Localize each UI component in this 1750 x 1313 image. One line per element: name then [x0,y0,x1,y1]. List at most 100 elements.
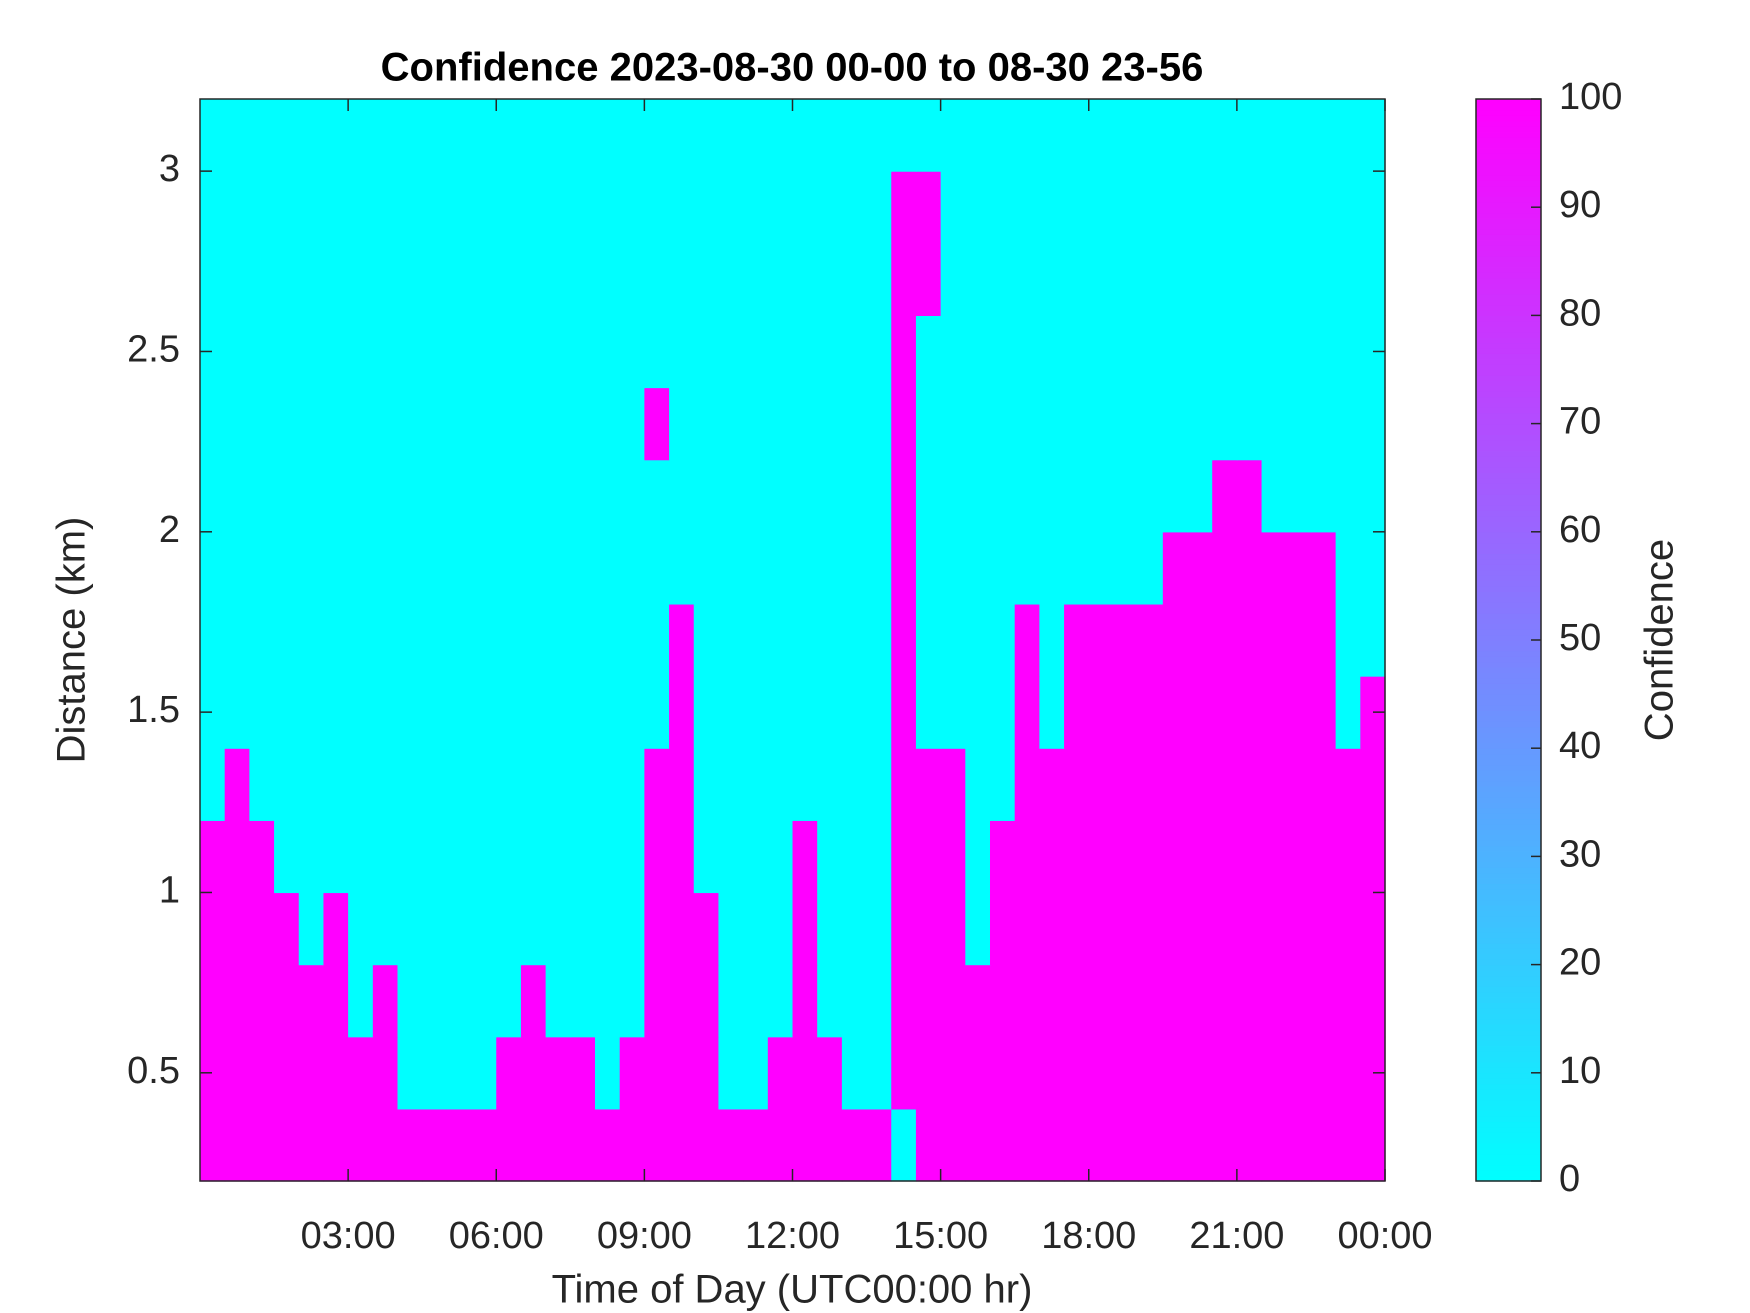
heatmap-cell [644,964,670,1038]
heatmap-cell [891,387,917,461]
heatmap-cell [298,531,325,605]
colorbar-swatch [1476,564,1541,571]
heatmap-cell [397,1036,423,1110]
heatmap-cell [767,748,794,821]
colorbar-swatch [1476,753,1541,760]
heatmap-cell [940,820,966,894]
colorbar-swatch [1476,585,1541,592]
heatmap-cell [1113,748,1139,821]
heatmap-cell [1335,748,1361,821]
heatmap-cell [348,315,374,389]
heatmap-cell [446,676,473,749]
heatmap-cell [693,603,720,677]
x-tick-label: 06:00 [449,1215,544,1257]
heatmap-cell [372,99,399,172]
heatmap-cell [1162,892,1189,966]
heatmap-cell [841,243,868,316]
heatmap-cell [323,964,349,1038]
colorbar-swatch [1476,872,1541,879]
heatmap-cell [1138,243,1164,316]
heatmap-cell [1261,748,1287,821]
heatmap-cell [792,1108,818,1182]
heatmap-cell [348,964,374,1038]
heatmap-cell [1162,603,1189,677]
heatmap-cell [496,99,522,172]
heatmap-cell [545,1036,571,1110]
heatmap-cell [1261,1036,1287,1110]
colorbar-swatch [1476,991,1541,998]
heatmap-cell [1039,1036,1065,1110]
heatmap-cell [298,99,325,172]
heatmap-cell [1113,892,1139,966]
heatmap-cell [669,315,695,389]
heatmap-cell [496,243,522,316]
heatmap-cell [520,676,547,749]
heatmap-cell [1236,171,1263,244]
heatmap-cell [619,171,645,244]
colorbar-swatch [1476,239,1541,246]
heatmap-cell [224,243,250,316]
heatmap-cell [1039,531,1065,605]
heatmap-cell [866,603,892,677]
colorbar-swatch [1476,759,1541,766]
heatmap-cell [718,531,744,605]
colorbar-swatch [1476,272,1541,279]
heatmap-cell [545,892,571,966]
heatmap-cell [1212,748,1238,821]
heatmap-cell [1187,748,1213,821]
colorbar-swatch [1476,769,1541,776]
heatmap-cell [249,99,275,172]
heatmap-cell [915,459,942,533]
heatmap-cell [274,820,300,894]
heatmap-cell [965,676,991,749]
heatmap-cell [1335,315,1361,389]
heatmap-cell [767,387,794,461]
colorbar-swatch [1476,1126,1541,1133]
colorbar-swatch [1476,515,1541,522]
heatmap-cell [817,603,843,677]
x-tick-label: 03:00 [301,1215,396,1257]
heatmap-cell [1360,171,1386,244]
heatmap-cell [693,1108,720,1182]
heatmap-cell [249,676,275,749]
colorbar-swatch [1476,1132,1541,1139]
heatmap-cell [743,676,769,749]
heatmap-cell [1360,964,1386,1038]
heatmap-cell [1113,676,1139,749]
heatmap-cell [224,748,250,821]
heatmap-cell [1310,964,1337,1038]
heatmap-cell [1113,531,1139,605]
heatmap-cell [767,820,794,894]
heatmap-cell [224,603,250,677]
colorbar-swatch [1476,293,1541,300]
heatmap-cell [1187,459,1213,533]
heatmap-cell [446,243,473,316]
colorbar-swatch [1476,369,1541,376]
heatmap-cell [817,964,843,1038]
colorbar-tick-label: 0 [1559,1158,1580,1200]
heatmap-cell [1261,243,1287,316]
heatmap-cell [1286,171,1312,244]
heatmap-cell [965,387,991,461]
heatmap-cell [1310,1036,1337,1110]
colorbar-swatch [1476,261,1541,268]
heatmap-cell [1064,892,1090,966]
colorbar-swatch [1476,921,1541,928]
heatmap-cell [1014,171,1040,244]
heatmap-cell [545,531,571,605]
colorbar-swatch [1476,667,1541,674]
heatmap-cell [940,243,966,316]
heatmap-cell [1162,676,1189,749]
heatmap-cell [817,676,843,749]
colorbar-swatch [1476,548,1541,555]
heatmap-cell [767,603,794,677]
colorbar-swatch [1476,483,1541,490]
colorbar-swatch [1476,131,1541,138]
x-tick-label: 21:00 [1189,1215,1284,1257]
heatmap-cell [915,964,942,1038]
x-tick-label: 09:00 [597,1215,692,1257]
heatmap-cell [743,387,769,461]
colorbar-swatch [1476,602,1541,609]
colorbar-swatch [1476,266,1541,273]
heatmap-cell [1138,892,1164,966]
